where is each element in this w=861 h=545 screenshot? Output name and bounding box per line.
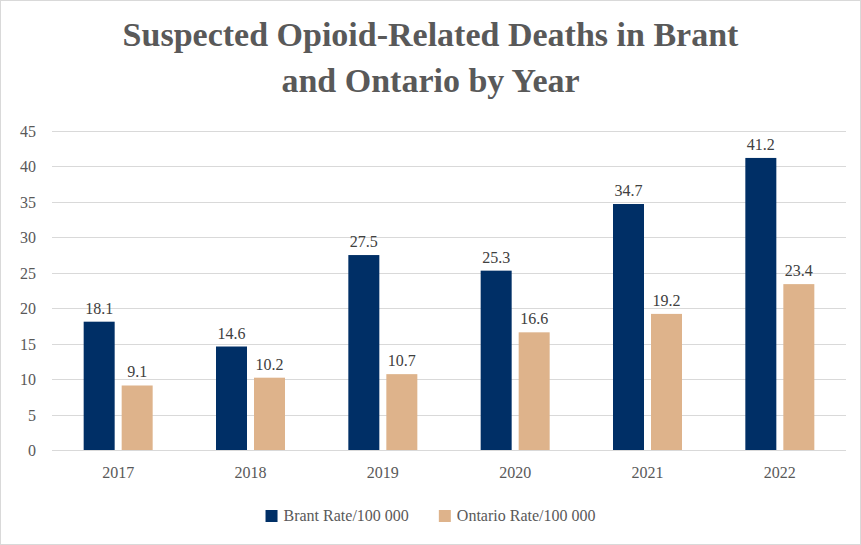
x-tick-label: 2020 bbox=[499, 464, 531, 481]
y-tick-label: 45 bbox=[20, 123, 36, 140]
data-label: 10.7 bbox=[388, 352, 416, 369]
grid-line bbox=[52, 379, 846, 380]
bar bbox=[216, 347, 247, 450]
data-label: 16.6 bbox=[520, 310, 548, 327]
y-tick-label: 15 bbox=[20, 336, 36, 353]
grid-line bbox=[52, 131, 846, 132]
data-label: 19.2 bbox=[653, 292, 681, 309]
bar bbox=[745, 158, 776, 450]
bar bbox=[651, 314, 682, 450]
grid-line bbox=[52, 450, 846, 451]
bar bbox=[783, 284, 814, 450]
bars bbox=[84, 158, 815, 450]
grid-line bbox=[52, 308, 846, 309]
grid-line bbox=[52, 202, 846, 203]
bar bbox=[254, 378, 285, 450]
data-label: 18.1 bbox=[85, 300, 113, 317]
grid-line bbox=[52, 237, 846, 238]
x-tick-label: 2019 bbox=[367, 464, 399, 481]
y-tick-label: 0 bbox=[28, 442, 36, 459]
data-label: 10.2 bbox=[256, 356, 284, 373]
data-label: 23.4 bbox=[785, 262, 813, 279]
y-tick-label: 10 bbox=[20, 371, 36, 388]
bar bbox=[348, 255, 379, 450]
chart-svg: 0 5 10 15 20 25 30 35 40 45 2017 18.1 9.1 2018 14.6 10.… bbox=[0, 0, 861, 545]
x-tick-label: 2021 bbox=[632, 464, 664, 481]
legend-label: Ontario Rate/100 000 bbox=[457, 507, 596, 524]
bar bbox=[613, 204, 644, 450]
x-tick-label: 2022 bbox=[764, 464, 796, 481]
y-tick-label: 35 bbox=[20, 194, 36, 211]
bar bbox=[481, 271, 512, 450]
grid-line bbox=[52, 344, 846, 345]
chart-title: Suspected Opioid-Related Deaths in Brant… bbox=[111, 12, 751, 104]
data-label: 34.7 bbox=[615, 182, 643, 199]
y-tick-label: 25 bbox=[20, 265, 36, 282]
data-label: 41.2 bbox=[747, 136, 775, 153]
data-label: 27.5 bbox=[350, 233, 378, 250]
data-label: 9.1 bbox=[127, 363, 147, 380]
grid-line bbox=[52, 415, 846, 416]
legend-label: Brant Rate/100 000 bbox=[284, 507, 409, 524]
y-tick-label: 20 bbox=[20, 300, 36, 317]
x-tick-label: 2018 bbox=[235, 464, 267, 481]
grid-line bbox=[52, 166, 846, 167]
legend-swatch bbox=[439, 510, 451, 522]
bar bbox=[386, 374, 417, 450]
y-tick-label: 30 bbox=[20, 229, 36, 246]
bar bbox=[519, 332, 550, 450]
x-tick-label: 2017 bbox=[102, 464, 134, 481]
bar bbox=[122, 385, 153, 450]
bar bbox=[84, 322, 115, 450]
grid-line bbox=[52, 273, 846, 274]
chart-container: Suspected Opioid-Related Deaths in Brant… bbox=[0, 0, 861, 545]
data-label: 14.6 bbox=[218, 325, 246, 342]
data-label: 25.3 bbox=[482, 249, 510, 266]
y-tick-label: 5 bbox=[28, 407, 36, 424]
y-tick-label: 40 bbox=[20, 158, 36, 175]
legend-swatch bbox=[266, 510, 278, 522]
